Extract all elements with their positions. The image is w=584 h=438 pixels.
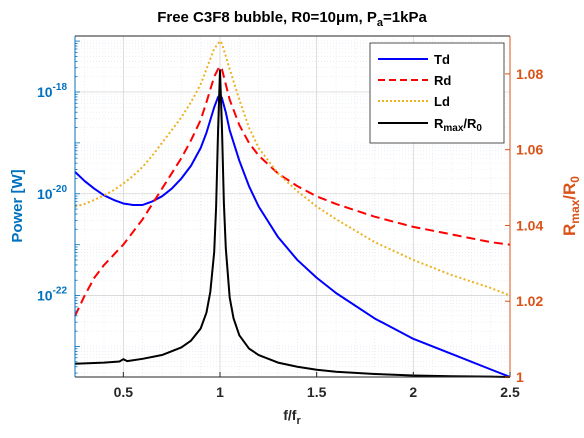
y-right-tick-label: 1.06 — [516, 142, 543, 158]
y-right-tick-label: 1.02 — [516, 293, 543, 309]
series-line-0 — [74, 93, 511, 378]
y-left-tick-label: 10-18 — [37, 82, 67, 100]
y-axis-right-label: Rmax/R0 — [560, 176, 582, 236]
legend-label-rmax: Rmax/R0 — [434, 116, 482, 134]
x-axis-label: f/fr — [283, 407, 301, 427]
series-line-2 — [74, 40, 511, 297]
x-tick-label: 2.5 — [500, 384, 520, 400]
y-right-tick-label: 1.08 — [516, 66, 543, 82]
ticks-layer: 0.5 1 1.5 2 2.5 10-22 10-20 10-18 1 1.02 1.04 1.06 1… — [37, 40, 543, 400]
series-line-3 — [74, 69, 511, 378]
y-right-tick-label: 1.04 — [516, 217, 543, 233]
axes-layer — [74, 35, 511, 378]
x-tick-label: 0.5 — [114, 384, 134, 400]
x-tick-label: 2 — [409, 384, 417, 400]
y-axis-left-label: Power [W] — [9, 169, 26, 242]
chart-title: Free C3F8 bubble, R0=10μm, Pa=1kPa — [157, 9, 427, 29]
legend: Td Rd Ld Rmax/R0 — [369, 42, 505, 144]
y-left-tick-label: 10-20 — [37, 184, 67, 202]
series-line-1 — [74, 65, 511, 317]
legend-label-td: Td — [434, 52, 450, 67]
series-layer — [74, 40, 511, 378]
minor-grid — [75, 36, 510, 377]
y-right-tick-label: 1 — [516, 369, 524, 385]
y-left-tick-label: 10-22 — [37, 286, 67, 304]
legend-label-ld: Ld — [434, 94, 450, 109]
x-tick-label: 1.5 — [307, 384, 327, 400]
legend-label-rd: Rd — [434, 73, 451, 88]
x-tick-label: 1 — [216, 384, 224, 400]
